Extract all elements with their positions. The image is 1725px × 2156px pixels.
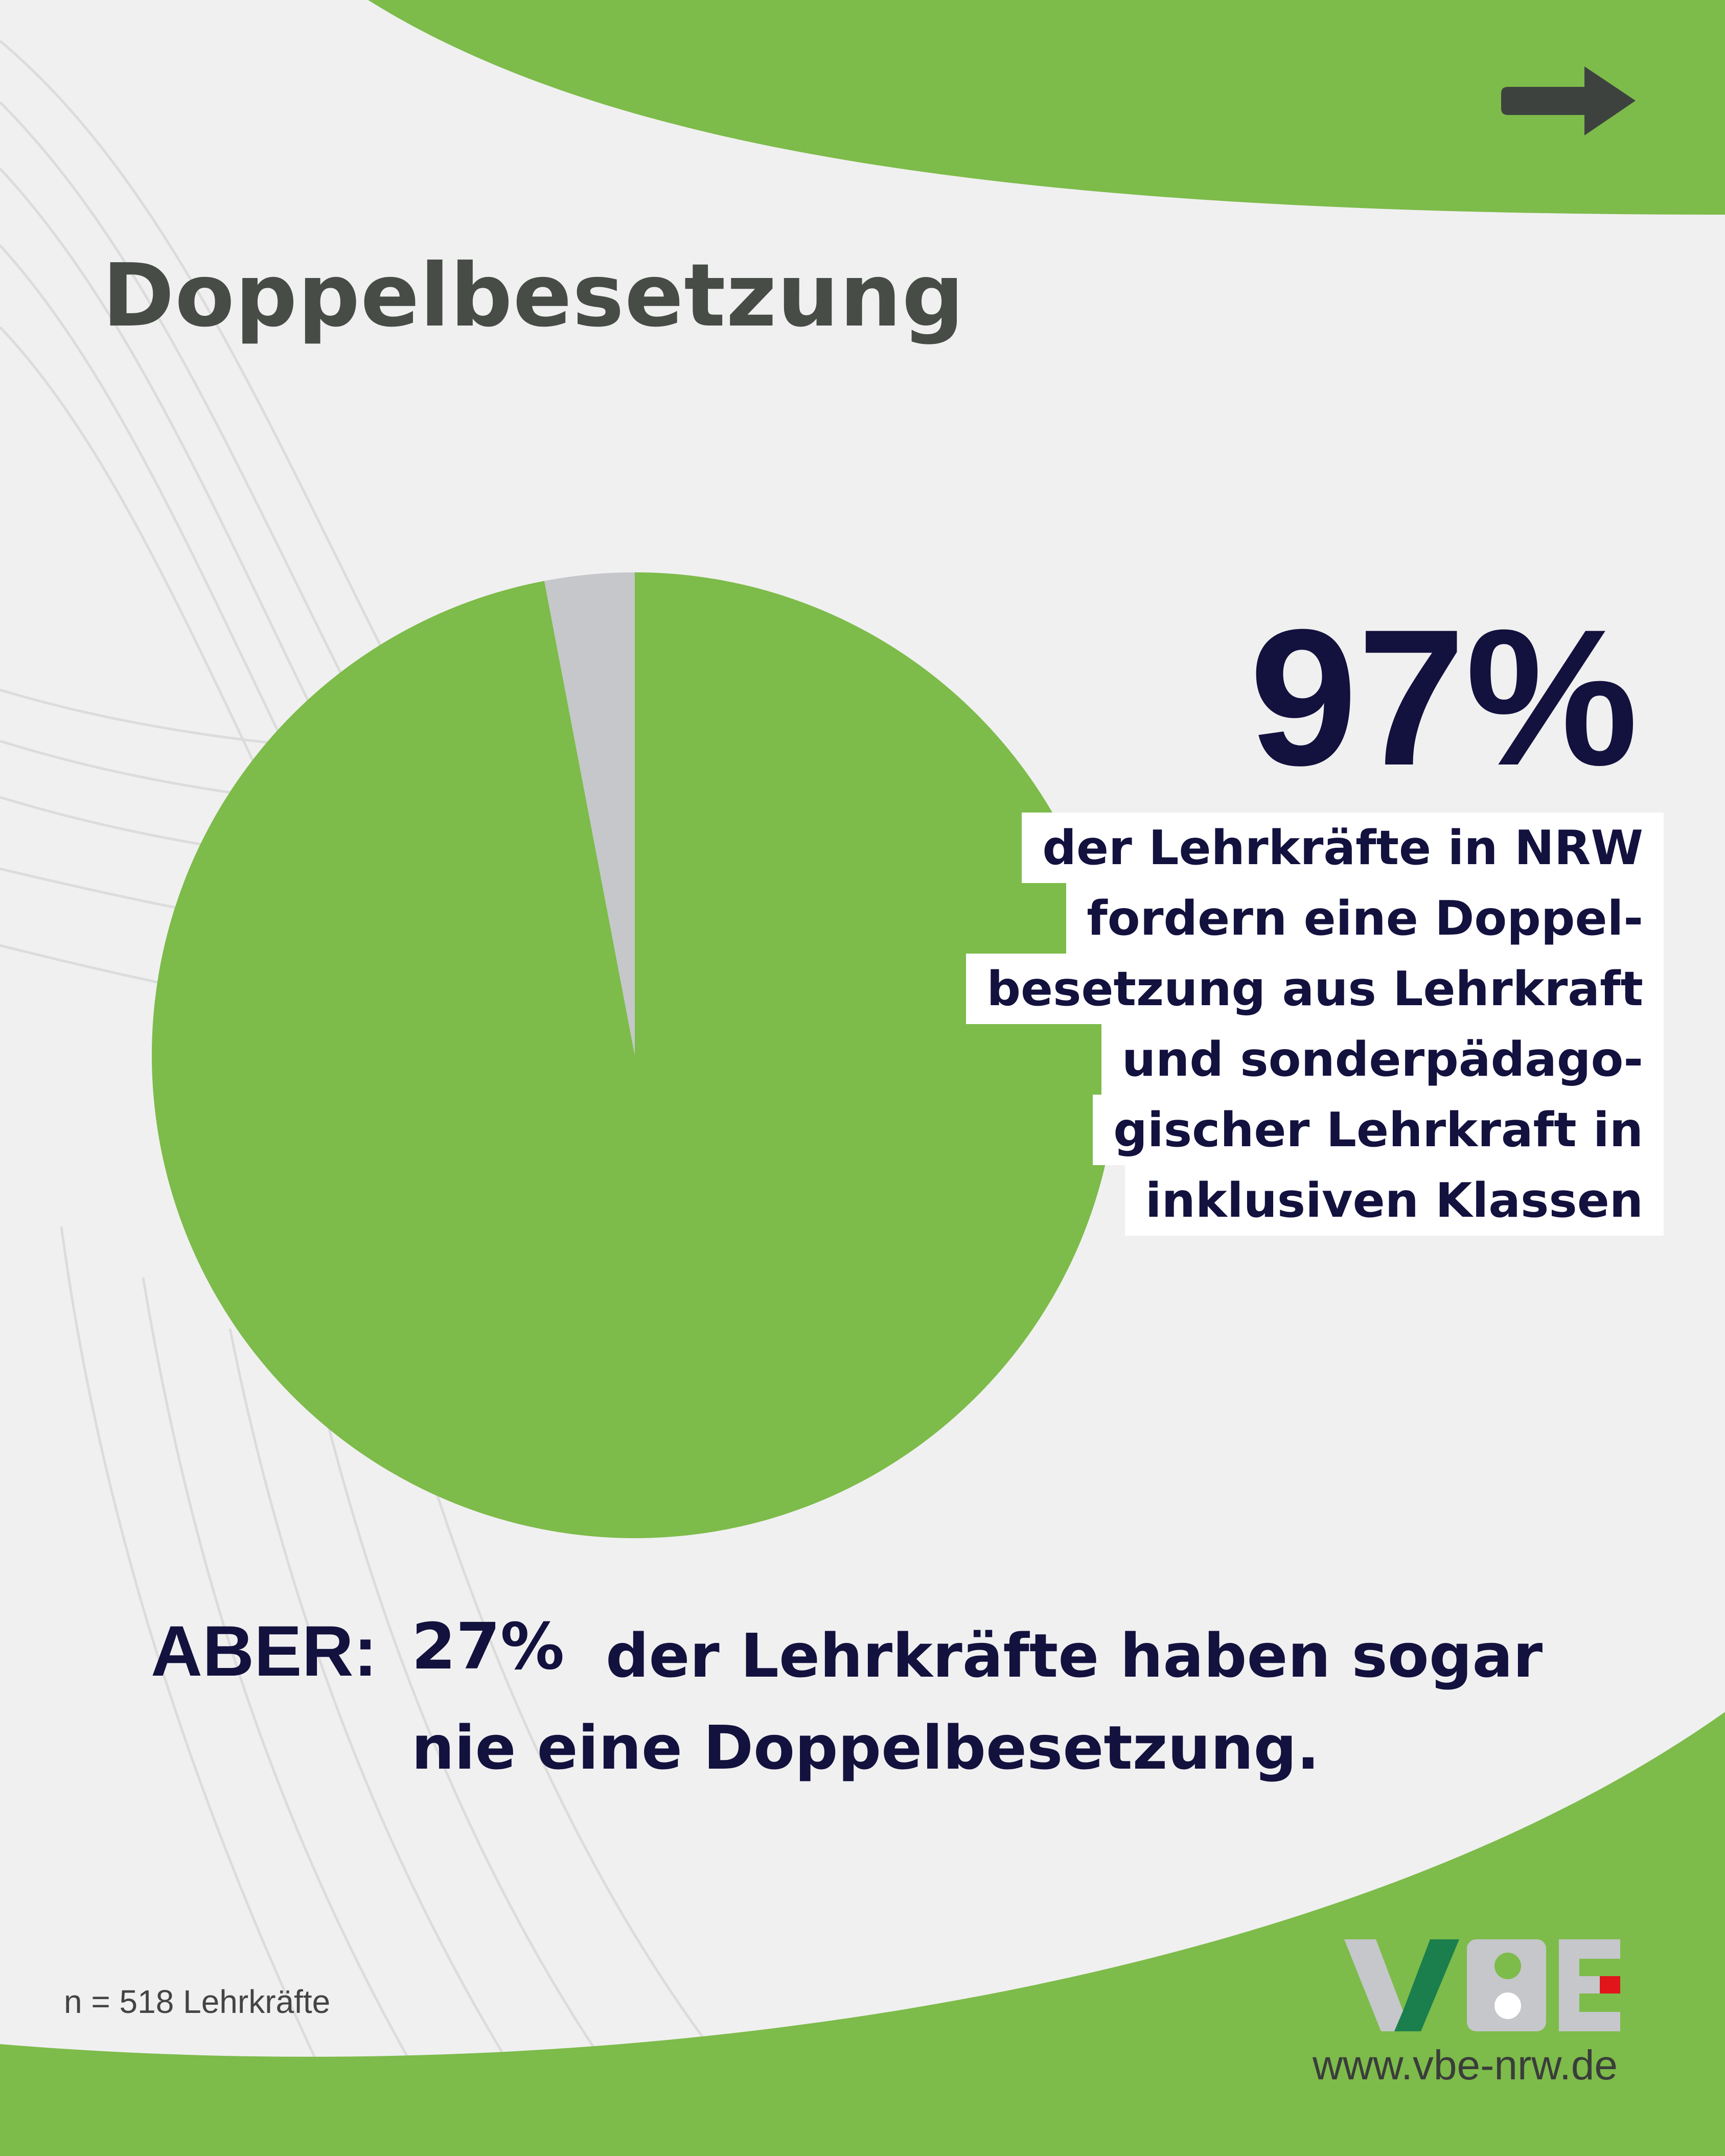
highlight-line: besetzung aus Lehrkraft <box>966 954 1664 1024</box>
highlight-line: fordern eine Doppel- <box>1066 883 1664 954</box>
highlight-value: 97% <box>1249 589 1638 806</box>
aber-text-block: der Lehrkräfte haben sogar nie eine Dopp… <box>411 1610 1613 1794</box>
vbe-logo-icon <box>1344 1939 1620 2031</box>
aber-value: 27% <box>411 1610 565 1684</box>
highlight-description: der Lehrkräfte in NRW fordern eine Doppe… <box>966 813 1664 1236</box>
website-url[interactable]: www.vbe-nrw.de <box>1312 2042 1618 2089</box>
highlight-line: gischer Lehrkraft in <box>1093 1095 1664 1165</box>
sample-size-note: n = 518 Lehrkräfte <box>64 1983 331 2020</box>
aber-text: der Lehrkräfte haben sogar nie eine Dopp… <box>411 1620 1543 1783</box>
aber-label: ABER: <box>151 1611 378 1691</box>
arrow-right-icon[interactable] <box>1500 61 1641 141</box>
highlight-line: der Lehrkräfte in NRW <box>1022 813 1664 883</box>
page-title: Doppelbesetzung <box>102 245 965 346</box>
highlight-line: und sonderpädago- <box>1101 1024 1664 1095</box>
highlight-line: inklusiven Klassen <box>1124 1165 1664 1236</box>
